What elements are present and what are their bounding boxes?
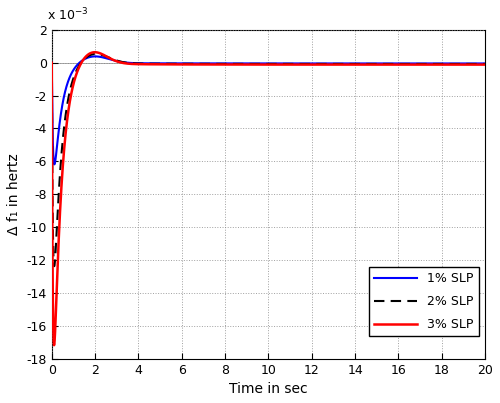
1% SLP [146, 61, 152, 66]
Legend: 1% SLP, 2% SLP, 3% SLP: 1% SLP, 2% SLP, 3% SLP [368, 267, 479, 336]
2% SLP [482, 62, 488, 66]
1% SLP [54, 143, 60, 147]
1% SLP [68, 72, 74, 77]
3% SLP [68, 93, 74, 98]
2% SLP [68, 84, 74, 89]
3% SLP [482, 62, 488, 67]
2% SLP [54, 220, 60, 225]
1% SLP [152, 61, 158, 66]
1% SLP [48, 60, 54, 65]
2% SLP [93, 52, 99, 56]
X-axis label: Time in sec: Time in sec [229, 382, 308, 396]
2% SLP [146, 61, 152, 66]
3% SLP [48, 60, 54, 65]
3% SLP [54, 276, 60, 280]
2% SLP [100, 53, 106, 58]
Line: 1% SLP: 1% SLP [52, 56, 485, 164]
Line: 3% SLP: 3% SLP [52, 52, 485, 345]
3% SLP [51, 343, 57, 348]
2% SLP [51, 264, 57, 269]
1% SLP [52, 162, 58, 167]
3% SLP [92, 50, 98, 55]
3% SLP [152, 62, 158, 67]
Line: 2% SLP: 2% SLP [52, 54, 485, 266]
2% SLP [228, 62, 234, 66]
1% SLP [100, 55, 106, 60]
1% SLP [228, 61, 234, 66]
3% SLP [146, 62, 152, 67]
2% SLP [48, 60, 54, 65]
Text: x 10$^{-3}$: x 10$^{-3}$ [48, 6, 89, 23]
1% SLP [92, 54, 98, 59]
Y-axis label: Δ f₁ in hertz: Δ f₁ in hertz [7, 153, 21, 235]
3% SLP [228, 62, 234, 67]
2% SLP [152, 61, 158, 66]
3% SLP [100, 52, 106, 57]
1% SLP [482, 61, 488, 66]
